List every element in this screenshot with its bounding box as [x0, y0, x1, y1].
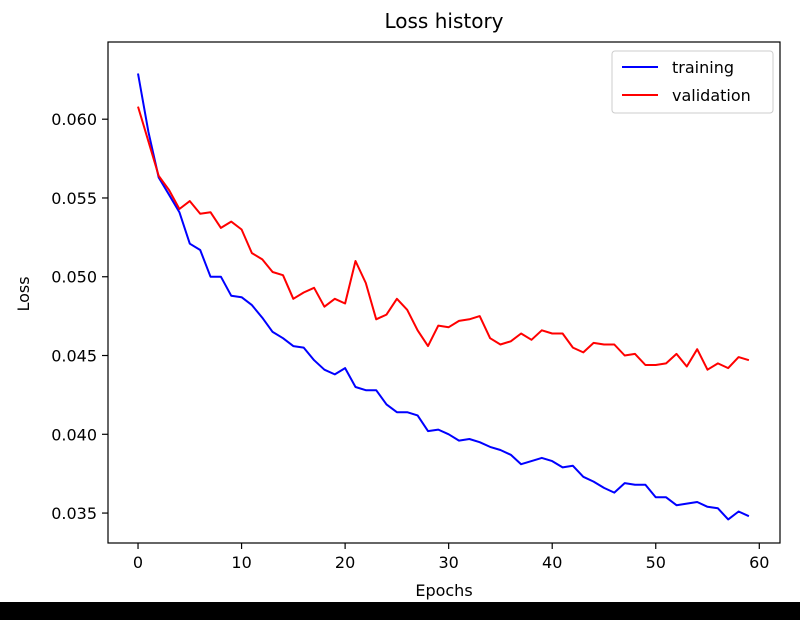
- legend-label-training: training: [672, 58, 734, 77]
- x-tick-label: 60: [749, 553, 769, 572]
- y-axis: 0.035 0.040 0.045 0.050 0.055 0.060: [51, 110, 108, 523]
- chart-title: Loss history: [384, 9, 503, 33]
- legend: training validation: [611, 50, 774, 114]
- y-tick-label: 0.035: [51, 504, 97, 523]
- y-axis-label: Loss: [14, 276, 33, 311]
- x-tick-label: 10: [231, 553, 251, 572]
- y-tick-label: 0.050: [51, 268, 97, 287]
- plot-frame: [107, 41, 781, 544]
- series-line-validation: [137, 106, 750, 371]
- y-tick-label: 0.040: [51, 425, 97, 444]
- x-axis-label: Epochs: [415, 581, 472, 600]
- x-axis: 0 10 20 30 40 50 60: [133, 543, 769, 572]
- x-tick-label: 20: [335, 553, 355, 572]
- y-tick-label: 0.055: [51, 189, 97, 208]
- bottom-border-bar: [0, 602, 800, 620]
- x-tick-label: 50: [646, 553, 666, 572]
- x-tick-label: 30: [438, 553, 458, 572]
- legend-label-validation: validation: [672, 86, 751, 105]
- series-line-training: [137, 73, 750, 521]
- y-tick-label: 0.045: [51, 347, 97, 366]
- x-tick-label: 0: [133, 553, 143, 572]
- y-tick-label: 0.060: [51, 110, 97, 129]
- series-lines: [137, 73, 750, 521]
- x-tick-label: 40: [542, 553, 562, 572]
